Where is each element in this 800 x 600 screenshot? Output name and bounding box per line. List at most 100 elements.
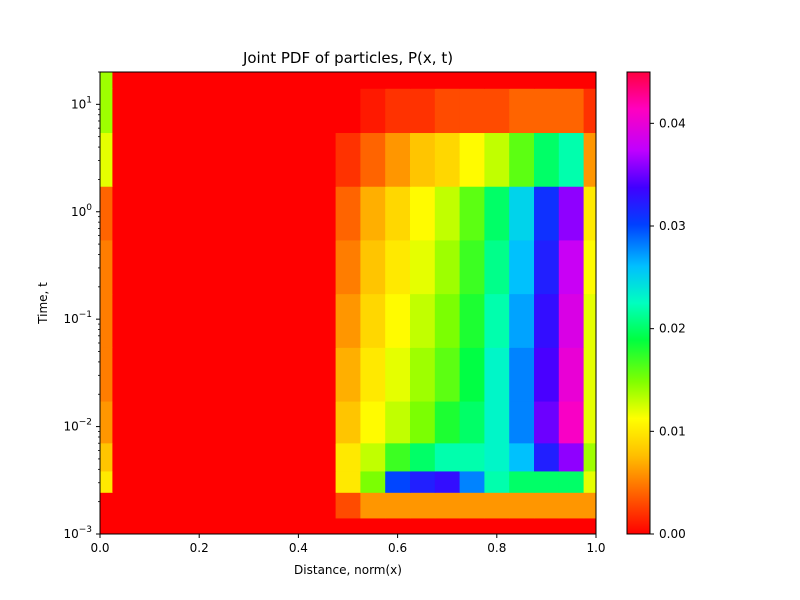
- heatmap-cell: [186, 293, 213, 348]
- heatmap-cell: [459, 293, 485, 348]
- heatmap-cell: [162, 442, 188, 472]
- heatmap-cell: [100, 492, 113, 519]
- heatmap-cell: [211, 72, 237, 89]
- y-axis-label: Time, t: [36, 282, 50, 325]
- heatmap-cell: [484, 400, 510, 444]
- heatmap-cell: [583, 186, 596, 241]
- heatmap-cell: [434, 347, 461, 402]
- heatmap-cell: [484, 72, 510, 89]
- heatmap-cell: [137, 470, 163, 493]
- heatmap-cell: [360, 72, 386, 89]
- heatmap-cell: [434, 400, 461, 444]
- heatmap-cell: [236, 88, 262, 134]
- heatmap-cell: [459, 239, 485, 295]
- heatmap-cell: [186, 186, 213, 241]
- heatmap-cell: [385, 239, 411, 295]
- heatmap-cell: [162, 492, 188, 519]
- heatmap-cell: [261, 442, 287, 472]
- heatmap-cell: [434, 88, 461, 134]
- colorbar-tick-label: 0.00: [659, 527, 686, 541]
- heatmap-cell: [385, 72, 411, 89]
- heatmap-cell: [509, 400, 535, 444]
- heatmap-cell: [534, 293, 560, 348]
- heatmap-cell: [137, 517, 163, 534]
- heatmap-cell: [310, 400, 337, 444]
- heatmap-cell: [162, 347, 188, 402]
- heatmap-cell: [410, 517, 436, 534]
- heatmap-cell: [558, 470, 585, 493]
- heatmap-cell: [509, 88, 535, 134]
- heatmap-cell: [583, 72, 596, 89]
- heatmap-cell: [162, 72, 188, 89]
- heatmap-cell: [112, 293, 138, 348]
- y-tick-label: 10−2: [63, 418, 92, 434]
- heatmap-cell: [211, 347, 237, 402]
- heatmap-cell: [137, 132, 163, 187]
- heatmap-cell: [286, 88, 312, 134]
- heatmap-cell: [335, 186, 361, 241]
- heatmap-cell: [112, 72, 138, 89]
- heatmap-cell: [360, 442, 386, 472]
- heatmap-cell: [509, 72, 535, 89]
- heatmap-cell: [162, 186, 188, 241]
- heatmap-cell: [310, 88, 337, 134]
- heatmap-cell: [360, 492, 386, 519]
- heatmap-cell: [558, 186, 585, 241]
- heatmap-cell: [534, 400, 560, 444]
- heatmap-cell: [434, 132, 461, 187]
- heatmap-cell: [360, 517, 386, 534]
- chart-title: Joint PDF of particles, P(x, t): [242, 49, 453, 67]
- x-tick-label: 1.0: [586, 541, 605, 555]
- heatmap-cell: [534, 492, 560, 519]
- x-tick-label: 0.2: [190, 541, 209, 555]
- heatmap-cell: [286, 517, 312, 534]
- heatmap-cell: [137, 239, 163, 295]
- heatmap-cell: [310, 347, 337, 402]
- heatmap-cell: [211, 517, 237, 534]
- heatmap-cell: [583, 517, 596, 534]
- heatmap-cell: [100, 442, 113, 472]
- heatmap-cell: [583, 442, 596, 472]
- heatmap-cell: [360, 293, 386, 348]
- heatmap-cell: [261, 88, 287, 134]
- heatmap-cell: [583, 132, 596, 187]
- heatmap-cell: [459, 492, 485, 519]
- heatmap-cell: [385, 492, 411, 519]
- x-tick-label: 0.8: [487, 541, 506, 555]
- heatmap-cell: [186, 72, 213, 89]
- heatmap-cell: [310, 72, 337, 89]
- heatmap-cell: [410, 132, 436, 187]
- heatmap-cell: [385, 517, 411, 534]
- heatmap-cell: [100, 239, 113, 295]
- colorbar-tick-label: 0.02: [659, 322, 686, 336]
- heatmap-cell: [286, 72, 312, 89]
- heatmap-cell: [310, 492, 337, 519]
- heatmap-cell: [385, 186, 411, 241]
- heatmap-cell: [162, 400, 188, 444]
- heatmap-cell: [286, 186, 312, 241]
- heatmap-cell: [385, 293, 411, 348]
- heatmap-cell: [360, 470, 386, 493]
- heatmap-cell: [410, 492, 436, 519]
- heatmap-cell: [534, 442, 560, 472]
- heatmap-cell: [261, 132, 287, 187]
- heatmap-cell: [261, 239, 287, 295]
- heatmap-cell: [335, 293, 361, 348]
- heatmap-cell: [534, 88, 560, 134]
- heatmap-cell: [261, 347, 287, 402]
- heatmap-cell: [137, 88, 163, 134]
- heatmap-cell: [261, 186, 287, 241]
- heatmap-cell: [186, 517, 213, 534]
- colorbar-tick-label: 0.03: [659, 219, 686, 233]
- colorbar-tick-label: 0.01: [659, 424, 686, 438]
- heatmap-cell: [261, 492, 287, 519]
- y-axis: 10−3 10−2 10−1 100 101: [63, 71, 100, 541]
- heatmap-cell: [410, 470, 436, 493]
- heatmap-cell: [286, 293, 312, 348]
- x-tick-label: 0.4: [289, 541, 308, 555]
- heatmap-cell: [434, 470, 461, 493]
- heatmap-cell: [385, 132, 411, 187]
- x-axis-label: Distance, norm(x): [294, 563, 402, 577]
- heatmap-cell: [434, 72, 461, 89]
- heatmap-cell: [459, 400, 485, 444]
